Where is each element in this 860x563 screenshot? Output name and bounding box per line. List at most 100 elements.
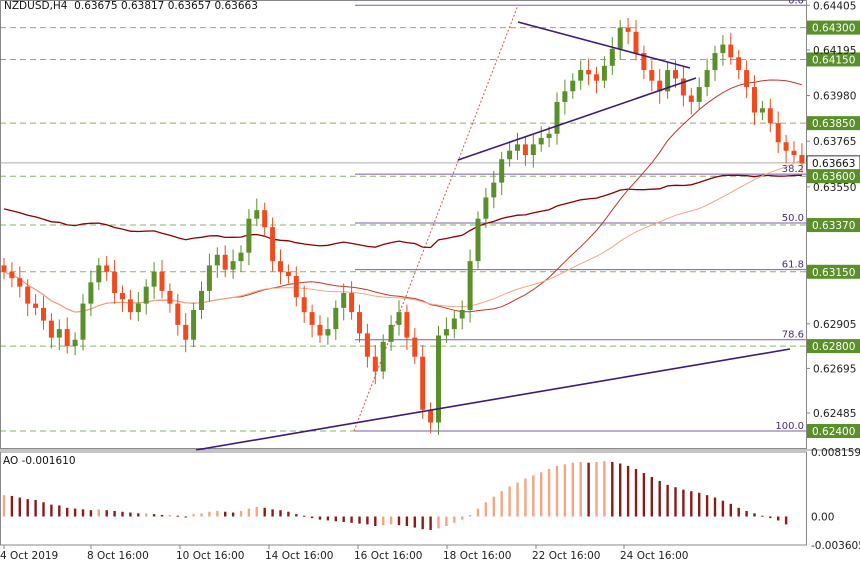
ao-bar: [168, 514, 172, 517]
ao-frame: [0, 451, 807, 546]
ao-bar: [445, 516, 448, 526]
ao-bar: [476, 508, 480, 517]
ao-bar: [239, 510, 243, 517]
ma-slow-line: [3, 174, 802, 249]
candle-body: [72, 339, 78, 347]
ao-bar: [271, 509, 274, 517]
ao-bar: [50, 504, 53, 517]
candle-body: [104, 265, 110, 272]
ao-bar: [595, 461, 598, 517]
candle-body: [380, 341, 386, 372]
price-level-tag: [807, 264, 860, 279]
ao-bar: [231, 512, 235, 517]
price-level-tag: [807, 116, 860, 131]
candle-body: [451, 318, 457, 330]
candle-body: [459, 309, 465, 319]
candle-body: [56, 329, 62, 338]
candle-body: [388, 324, 394, 342]
candle-body: [428, 409, 434, 423]
candle-body: [25, 286, 31, 304]
ao-bar: [287, 511, 290, 517]
ma-mid-line: [3, 79, 803, 313]
candle-body: [601, 65, 607, 81]
fib-label: 61.8: [782, 260, 804, 271]
candle-body: [791, 150, 797, 155]
candle-body: [151, 271, 157, 287]
ao-bar: [334, 516, 337, 522]
ao-bar: [698, 492, 701, 517]
low-value: 0.63657: [167, 0, 212, 12]
x-tick-label: 22 Oct 16:00: [532, 550, 600, 562]
candle-body: [301, 297, 307, 313]
candle-body: [270, 227, 276, 262]
ao-bar: [397, 516, 401, 526]
candle-body: [364, 333, 370, 357]
ao-bar: [674, 487, 677, 517]
ao-bar: [389, 516, 393, 525]
ao-bar: [303, 515, 306, 517]
candle-body: [412, 337, 418, 357]
candle-body: [88, 282, 94, 304]
candle-body: [499, 159, 505, 183]
candle-body: [767, 108, 773, 124]
candle-body: [191, 309, 197, 340]
candle-body: [341, 293, 347, 308]
ao-bar: [105, 510, 108, 517]
ao-bar: [769, 516, 772, 519]
ao-bar: [255, 507, 258, 517]
y-tick-label: 0.64405: [813, 0, 856, 12]
ao-bar: [421, 516, 424, 530]
ao-bar: [247, 508, 251, 517]
ao-bar: [208, 511, 211, 517]
trend-line: [195, 348, 791, 451]
ao-bar: [453, 516, 456, 523]
price-level-label: 0.63370: [812, 220, 855, 232]
ao-tick-label: 0.00: [811, 512, 834, 524]
candle-body: [349, 293, 355, 313]
candle-body: [641, 53, 647, 71]
ao-bar: [571, 462, 574, 517]
price-level-label: 0.62800: [812, 341, 855, 353]
price-level-tag: [807, 218, 860, 233]
price-level-label: 0.63663: [812, 158, 855, 170]
ao-bar: [81, 509, 85, 517]
ao-bar: [508, 486, 511, 517]
ao-bar: [611, 461, 614, 517]
ao-bar: [753, 513, 756, 517]
y-tick-label: 0.63765: [813, 136, 856, 148]
candle-body: [799, 154, 805, 164]
ao-bar: [737, 507, 740, 517]
ao-bar: [666, 484, 669, 517]
candle-body: [404, 312, 410, 338]
ao-tick-label: 0.008159: [811, 447, 860, 459]
ao-bar: [461, 516, 464, 520]
ao-bar: [34, 499, 37, 517]
candle-body: [112, 271, 118, 294]
ao-bar: [500, 491, 503, 517]
ao-bar: [310, 516, 314, 519]
ao-bar: [745, 510, 748, 517]
ao-bar: [540, 472, 543, 517]
ao-bar: [524, 478, 527, 517]
candle-body: [728, 44, 734, 58]
ao-bar: [26, 499, 29, 517]
candle-body: [483, 197, 489, 219]
candle-body: [254, 210, 260, 219]
ao-bar: [437, 516, 440, 529]
candle-body: [1, 265, 7, 272]
trend-line: [517, 21, 691, 69]
candle-body: [594, 74, 599, 81]
candle-body: [135, 303, 141, 313]
price-level-label: 0.63150: [812, 267, 855, 279]
candle-body: [278, 261, 283, 272]
candle-body: [246, 218, 252, 253]
ao-bar: [547, 469, 551, 517]
ao-bar: [603, 461, 606, 517]
ao-label: AO: [3, 455, 19, 467]
candle-body: [530, 144, 536, 155]
ao-bar: [619, 463, 622, 517]
price-level-tag: [807, 424, 860, 439]
candle-body: [475, 218, 481, 262]
price-level-label: 0.64300: [812, 23, 855, 35]
